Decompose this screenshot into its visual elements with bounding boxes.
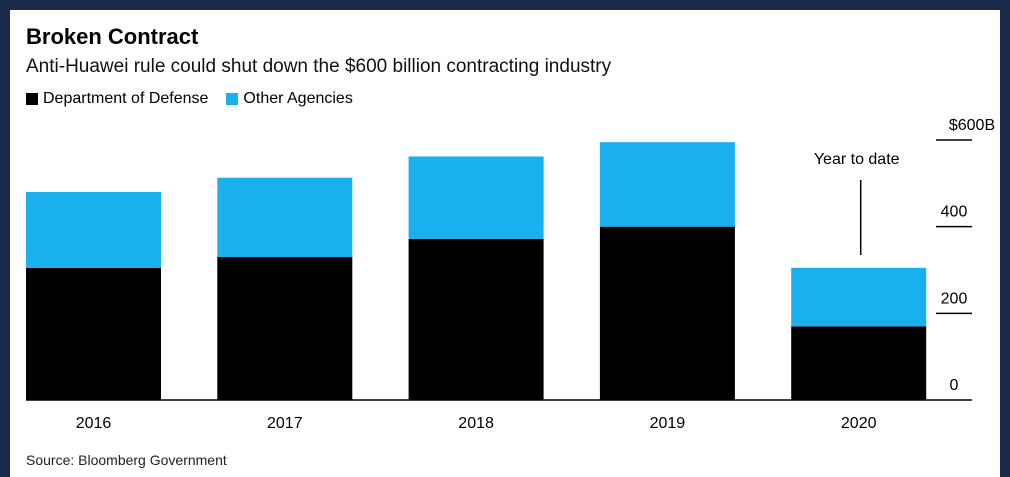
source-note: Source: Bloomberg Government (26, 452, 227, 468)
y-tick-label-600: $600B (949, 117, 995, 134)
bar-other-2019 (599, 142, 735, 227)
bar-other-2017 (217, 177, 353, 257)
bar-dod-2020 (791, 326, 927, 400)
bar-dod-2018 (408, 238, 544, 400)
legend-label-other: Other Agencies (243, 90, 353, 107)
chart-title: Broken Contract (26, 24, 199, 49)
x-tick-label-2020: 2020 (841, 415, 877, 432)
bar-other-2016 (26, 192, 161, 268)
annotation-year-to-date: Year to date (814, 151, 900, 168)
bar-dod-2019 (599, 226, 735, 400)
legend-item-other: Other Agencies (226, 90, 353, 108)
chart-subtitle: Anti-Huawei rule could shut down the $60… (26, 56, 612, 77)
legend-item-dod: Department of Defense (26, 90, 208, 108)
bar-other-2020 (791, 267, 927, 327)
chart-frame: Broken Contract Anti-Huawei rule could s… (10, 10, 1000, 477)
y-tick-label-0: 0 (950, 377, 959, 394)
bar-other-2018 (408, 156, 544, 239)
legend-swatch-dod (26, 93, 38, 105)
legend-swatch-other (226, 93, 239, 105)
y-tick-label-400: 400 (941, 204, 968, 221)
legend-label-dod: Department of Defense (43, 90, 209, 107)
bar-dod-2017 (217, 257, 353, 400)
y-tick-label-200: 200 (941, 290, 968, 307)
legend: Department of Defense Other Agencies (26, 90, 371, 108)
bar-chart: 2016 2017 2018 2019 2020 0 200 400 $600B Year to … (26, 117, 995, 432)
x-tick-label-2018: 2018 (458, 415, 494, 432)
x-tick-label-2017: 2017 (267, 415, 303, 432)
x-tick-label-2016: 2016 (76, 415, 112, 432)
x-tick-label-2019: 2019 (650, 415, 686, 432)
bar-dod-2016 (26, 267, 161, 400)
